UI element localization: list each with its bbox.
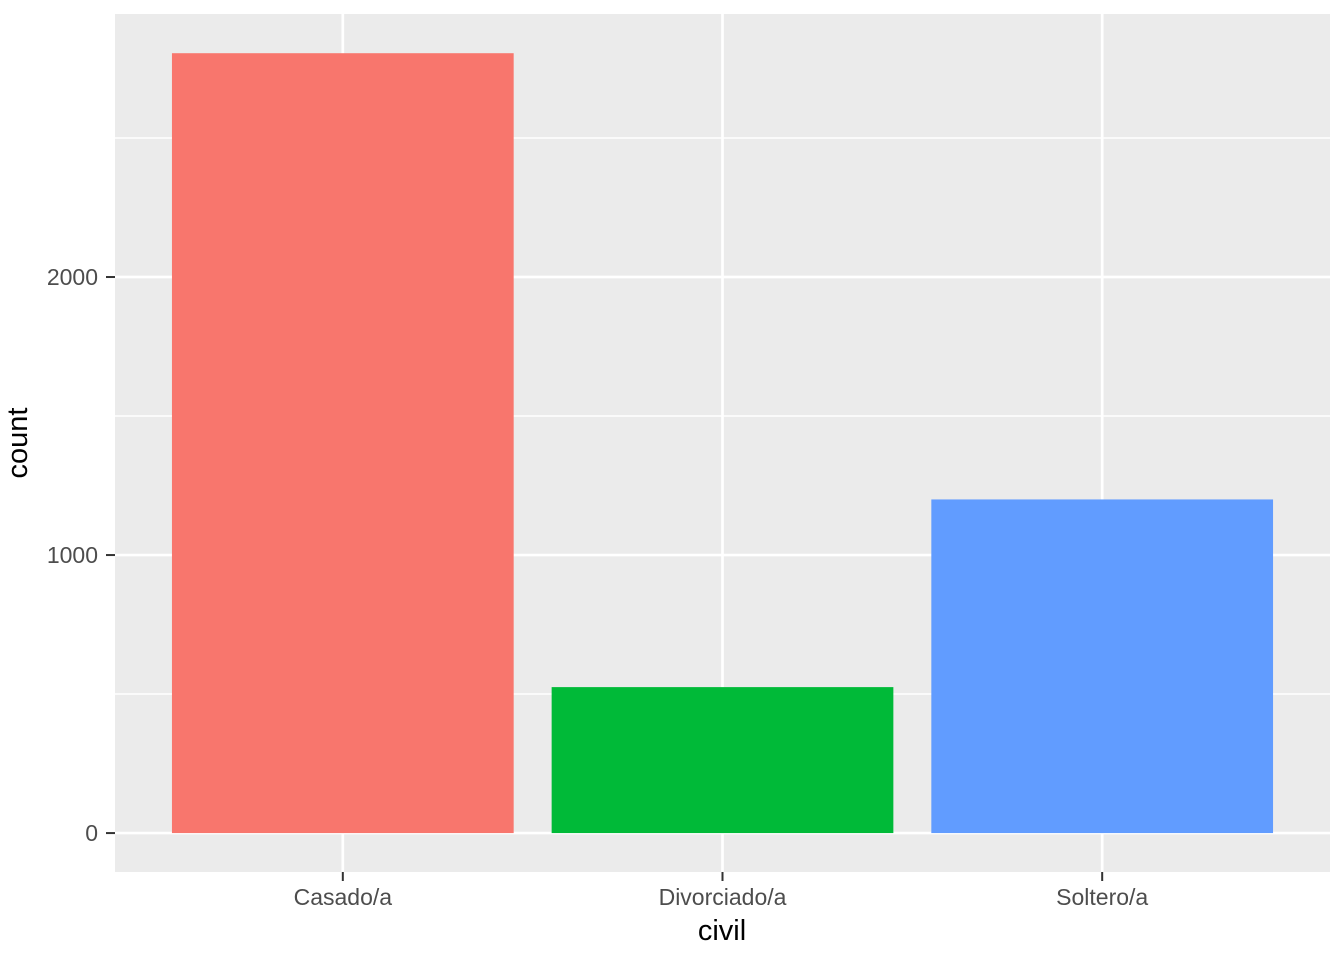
x-tick-label-soltero-a: Soltero/a: [1056, 884, 1148, 910]
y-tick-label-1000: 1000: [47, 542, 98, 568]
bar-divorciado-a: [551, 687, 894, 834]
bar-soltero-a: [931, 499, 1274, 834]
y-tick-label-0: 0: [85, 820, 98, 846]
y-tick-label-2000: 2000: [47, 264, 98, 290]
x-tick-label-divorciado-a: Divorciado/a: [659, 884, 787, 910]
x-tick-label-casado-a: Casado/a: [294, 884, 393, 910]
y-axis-title: count: [2, 408, 34, 479]
bar-casado-a: [171, 53, 514, 834]
x-axis-title: civil: [698, 915, 746, 947]
